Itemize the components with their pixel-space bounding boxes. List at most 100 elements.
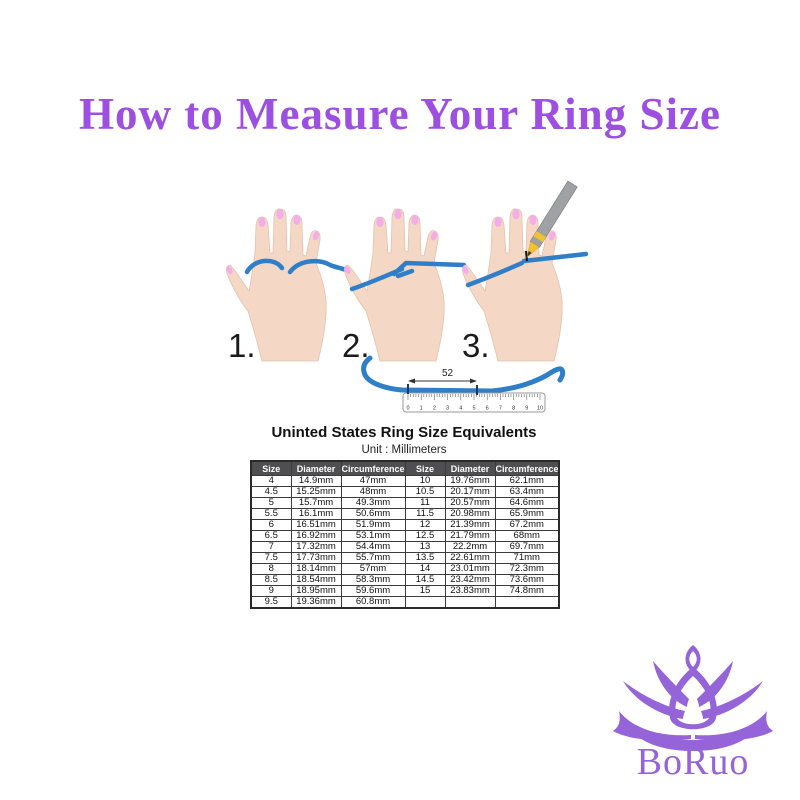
table-cell: 8 bbox=[250, 563, 292, 575]
step-label-2: 2. bbox=[342, 327, 370, 364]
table-cell: 11 bbox=[404, 497, 446, 509]
table-cell: 17.73mm bbox=[290, 552, 342, 564]
ruler-measurement-illustration: 0 1 2 3 4 5 6 7 8 9 10 52 bbox=[361, 355, 566, 413]
table-cell: 21.79mm bbox=[444, 530, 496, 542]
lotus-center-bud bbox=[669, 667, 717, 730]
measurement-arrow bbox=[408, 378, 477, 384]
col-header-size: Size bbox=[404, 460, 446, 476]
ruler-number: 8 bbox=[512, 406, 515, 412]
table-cell: 20.17mm bbox=[444, 486, 496, 498]
table-row: 7 17.32mm 54.4mm 13 22.2mm 69.7mm bbox=[250, 541, 560, 553]
table-cell: 13.5 bbox=[404, 552, 446, 564]
table-cell: 23.01mm bbox=[444, 563, 496, 575]
col-header-diameter: Diameter bbox=[290, 460, 342, 476]
table-cell: 73.6mm bbox=[494, 574, 560, 586]
table-cell: 71mm bbox=[494, 552, 560, 564]
col-header-size: Size bbox=[250, 460, 292, 476]
table-cell: 55.7mm bbox=[340, 552, 406, 564]
table-cell: 9.5 bbox=[250, 596, 292, 609]
table-cell: 8.5 bbox=[250, 574, 292, 586]
table-cell: 18.14mm bbox=[290, 563, 342, 575]
table-cell: 7 bbox=[250, 541, 292, 553]
ruler-number: 5 bbox=[472, 406, 475, 412]
table-cell: 23.83mm bbox=[444, 585, 496, 597]
table-cell: 21.39mm bbox=[444, 519, 496, 531]
table-cell: 14 bbox=[404, 563, 446, 575]
ruler-number: 2 bbox=[433, 406, 436, 412]
table-row: 6.5 16.92mm 53.1mm 12.5 21.79mm 68mm bbox=[250, 530, 560, 542]
table-cell: 60.8mm bbox=[340, 596, 406, 609]
table-row: 4.5 15.25mm 48mm 10.5 20.17mm 63.4mm bbox=[250, 486, 560, 498]
table-row: 4 14.9mm 47mm 10 19.76mm 62.1mm bbox=[250, 475, 560, 487]
table-row: 9.5 19.36mm 60.8mm bbox=[250, 596, 560, 609]
table-cell: 23.42mm bbox=[444, 574, 496, 586]
fingernails bbox=[462, 208, 556, 275]
table-cell: 22.2mm bbox=[444, 541, 496, 553]
table-cell: 58.3mm bbox=[340, 574, 406, 586]
string-icon bbox=[361, 355, 566, 394]
table-cell: 12.5 bbox=[404, 530, 446, 542]
table-cell: 4.5 bbox=[250, 486, 292, 498]
table-cell: 12 bbox=[404, 519, 446, 531]
table-cell: 63.4mm bbox=[494, 486, 560, 498]
table-cell: 22.61mm bbox=[444, 552, 496, 564]
table-row: 8 18.14mm 57mm 14 23.01mm 72.3mm bbox=[250, 563, 560, 575]
brand-name: BoRuo bbox=[636, 741, 750, 783]
table-cell: 68mm bbox=[494, 530, 560, 542]
table-cell bbox=[404, 596, 446, 609]
table-cell: 57mm bbox=[340, 563, 406, 575]
table-cell: 13 bbox=[404, 541, 446, 553]
table-cell: 6 bbox=[250, 519, 292, 531]
table-cell: 11.5 bbox=[404, 508, 446, 520]
table-cell: 17.32mm bbox=[290, 541, 342, 553]
table-cell: 20.57mm bbox=[444, 497, 496, 509]
table-cell: 4 bbox=[250, 475, 292, 487]
table-cell: 48mm bbox=[340, 486, 406, 498]
string-icon bbox=[465, 251, 589, 288]
table-cell: 5 bbox=[250, 497, 292, 509]
string-icon bbox=[349, 260, 467, 292]
table-cell: 49.3mm bbox=[340, 497, 406, 509]
table-row: 9 18.95mm 59.6mm 15 23.83mm 74.8mm bbox=[250, 585, 560, 597]
table-cell: 50.6mm bbox=[340, 508, 406, 520]
table-cell: 62.1mm bbox=[494, 475, 560, 487]
ruler-number: 7 bbox=[499, 406, 502, 412]
table-cell bbox=[494, 596, 560, 609]
table-cell: 69.7mm bbox=[494, 541, 560, 553]
step-label-1: 1. bbox=[228, 327, 256, 364]
ruler-number: 9 bbox=[525, 406, 528, 412]
table-cell: 54.4mm bbox=[340, 541, 406, 553]
hand-step3-illustration bbox=[462, 180, 589, 362]
table-cell: 59.6mm bbox=[340, 585, 406, 597]
table-cell: 15.25mm bbox=[290, 486, 342, 498]
table-cell: 15.7mm bbox=[290, 497, 342, 509]
table-cell: 74.8mm bbox=[494, 585, 560, 597]
ruler-number: 4 bbox=[459, 406, 462, 412]
lotus-left-petals bbox=[613, 661, 691, 741]
table-cell: 7.5 bbox=[250, 552, 292, 564]
table-cell: 67.2mm bbox=[494, 519, 560, 531]
table-cell: 65.9mm bbox=[494, 508, 560, 520]
ruler-numbers: 0 1 2 3 4 5 6 7 8 9 10 bbox=[406, 406, 543, 412]
lotus-right-petals bbox=[695, 661, 773, 741]
col-header-circumference: Circumference bbox=[340, 460, 406, 476]
col-header-circumference: Circumference bbox=[494, 460, 560, 476]
hand-shape bbox=[462, 180, 589, 362]
table-cell: 16.1mm bbox=[290, 508, 342, 520]
table-cell bbox=[444, 596, 496, 609]
size-chart-subtitle: Unit : Millimeters bbox=[361, 444, 447, 456]
table-cell: 72.3mm bbox=[494, 563, 560, 575]
table-cell: 9 bbox=[250, 585, 292, 597]
pen-icon bbox=[526, 180, 578, 258]
table-row: 6 16.51mm 51.9mm 12 21.39mm 67.2mm bbox=[250, 519, 560, 531]
table-cell: 19.76mm bbox=[444, 475, 496, 487]
table-row: 5.5 16.1mm 50.6mm 11.5 20.98mm 65.9mm bbox=[250, 508, 560, 520]
table-cell: 10.5 bbox=[404, 486, 446, 498]
table-cell: 18.95mm bbox=[290, 585, 342, 597]
measurement-value: 52 bbox=[442, 368, 454, 379]
fingernails bbox=[344, 208, 438, 275]
ruler-ticks bbox=[407, 394, 541, 400]
table-cell: 16.92mm bbox=[290, 530, 342, 542]
table-cell: 15 bbox=[404, 585, 446, 597]
